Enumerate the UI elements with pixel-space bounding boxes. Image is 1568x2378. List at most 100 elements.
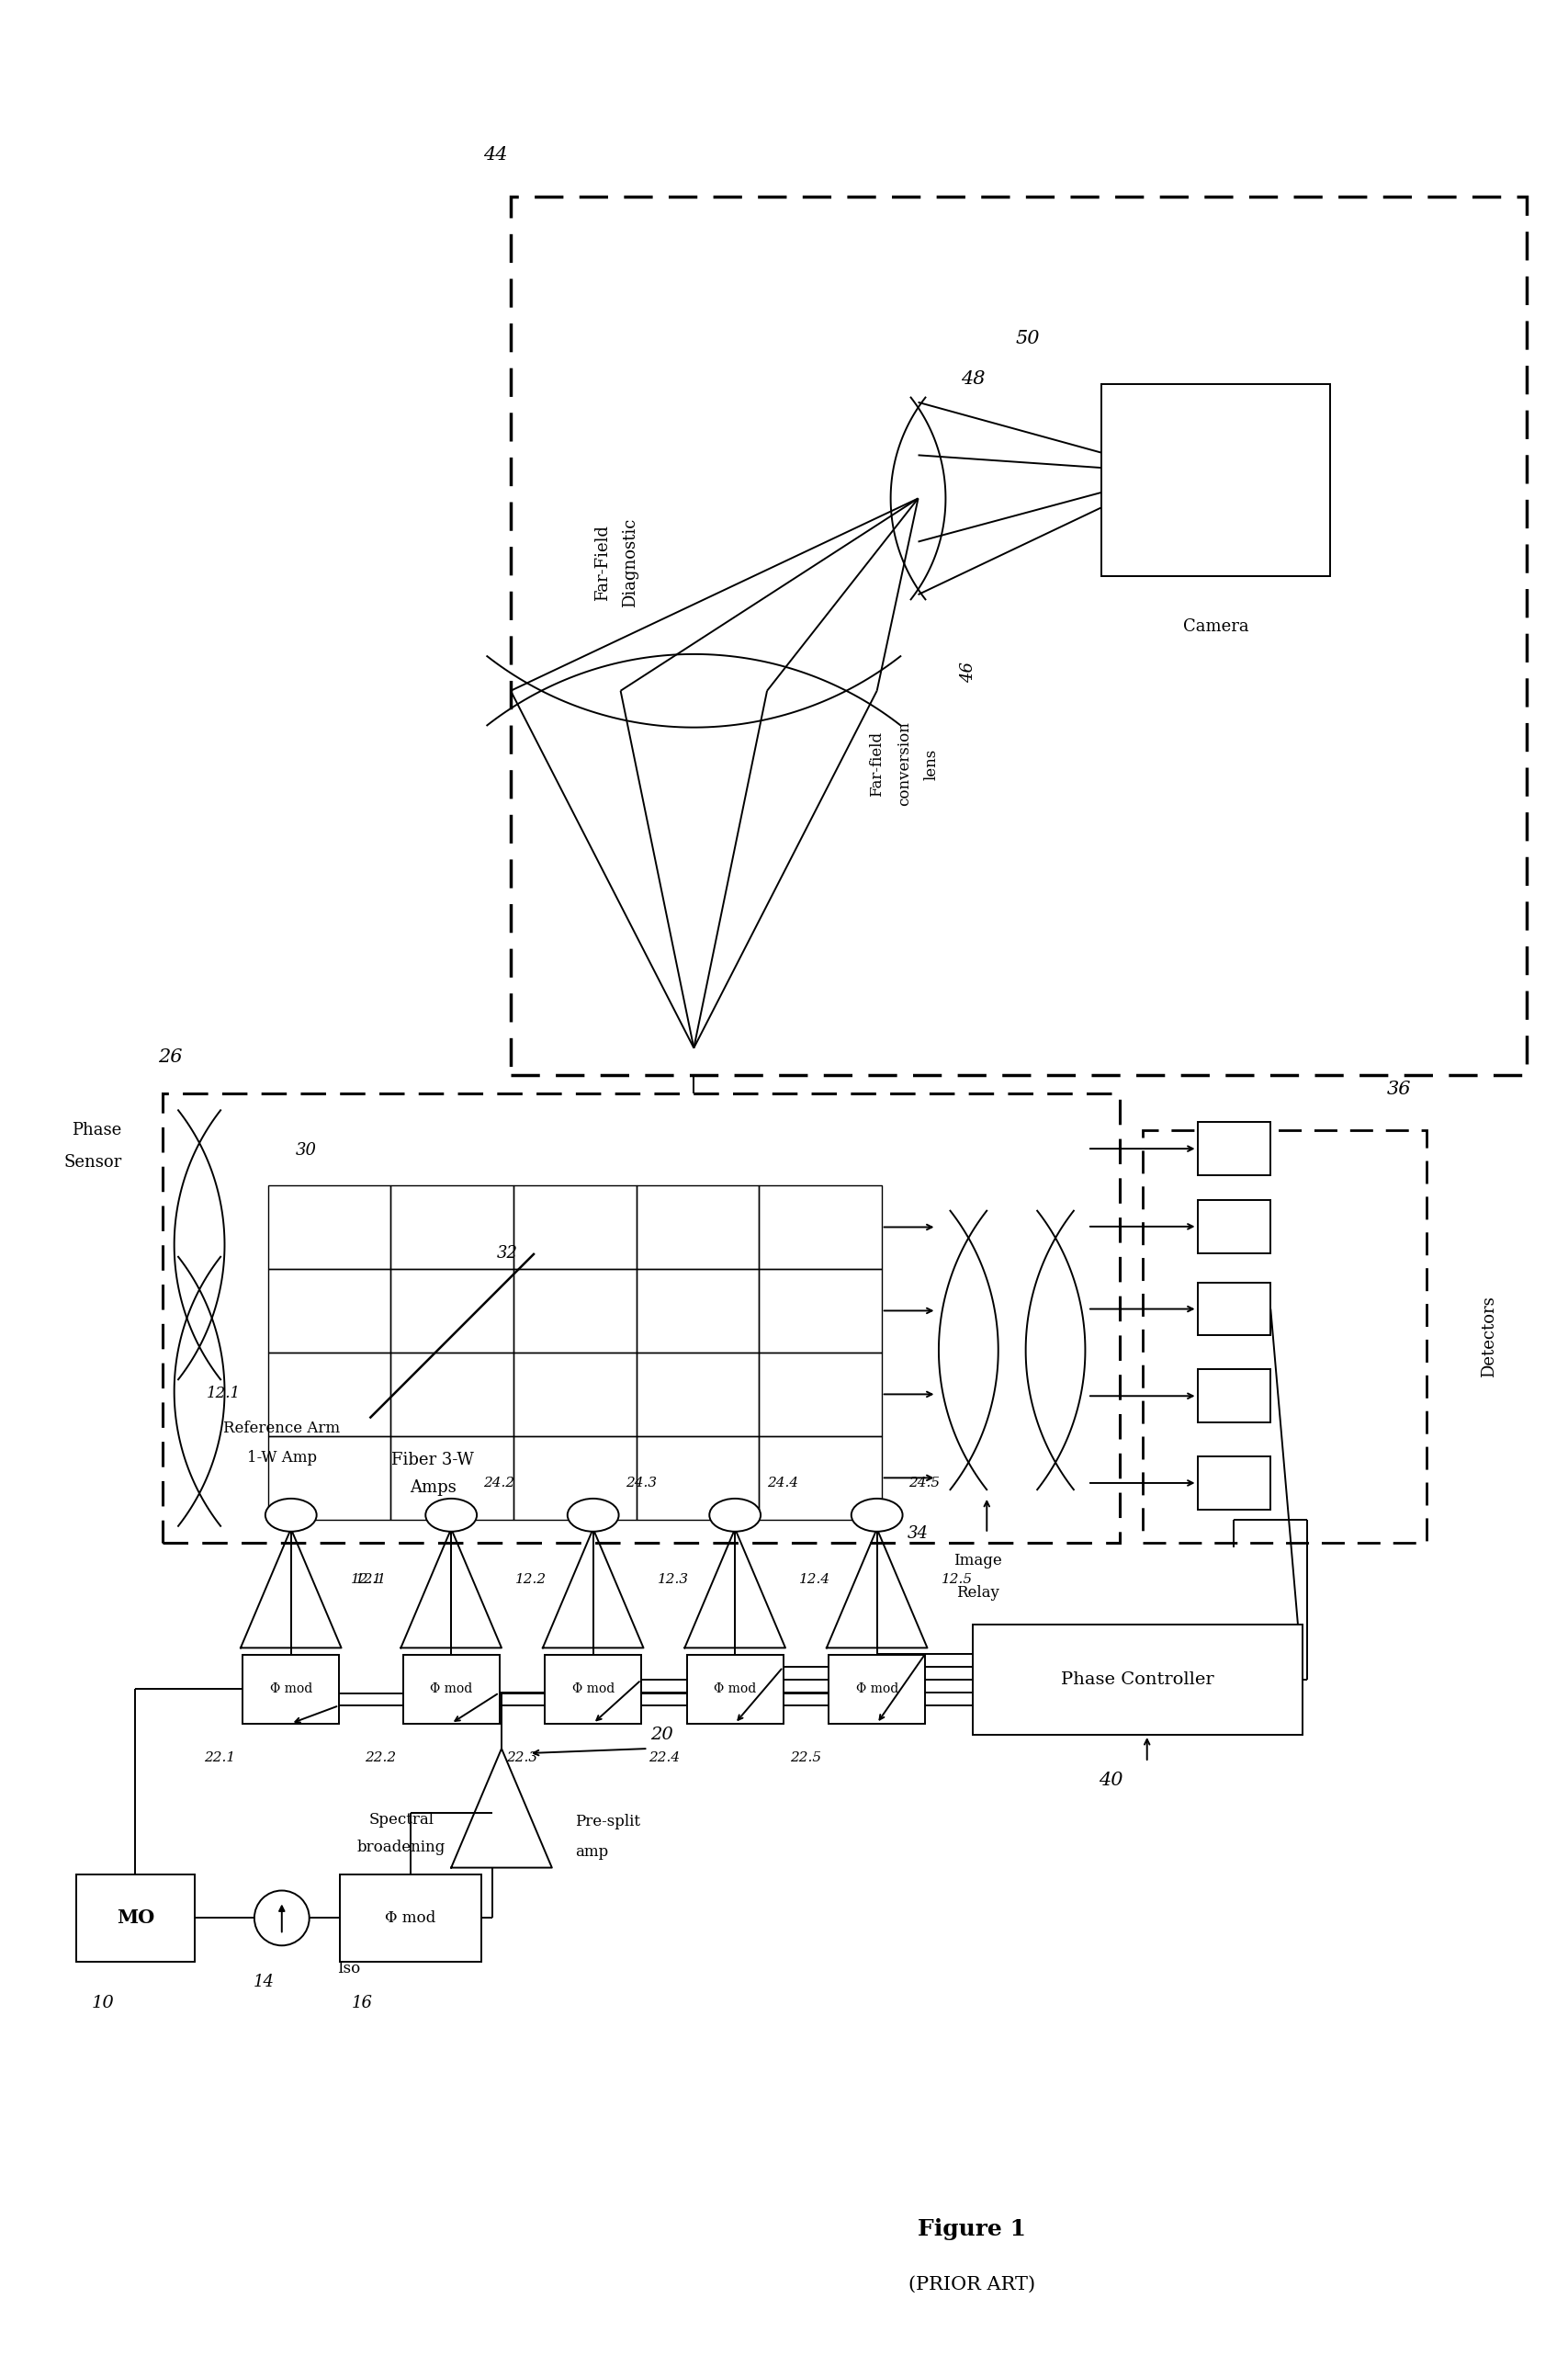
Text: 12.4: 12.4 <box>798 1572 829 1586</box>
Text: lens: lens <box>924 749 939 780</box>
Ellipse shape <box>568 1498 618 1531</box>
Bar <box>759 1184 881 1270</box>
Bar <box>75 1874 194 1962</box>
Text: 1-W Amp: 1-W Amp <box>246 1451 317 1465</box>
Bar <box>268 1436 390 1520</box>
Bar <box>390 1436 513 1520</box>
Bar <box>635 1436 759 1520</box>
Bar <box>1196 1282 1270 1336</box>
Text: 44: 44 <box>483 147 508 164</box>
Text: MO: MO <box>116 1910 154 1926</box>
Bar <box>635 1184 759 1270</box>
Bar <box>243 1655 339 1724</box>
Text: 50: 50 <box>1014 331 1040 347</box>
Text: 24.2: 24.2 <box>483 1477 514 1489</box>
Text: Φ mod: Φ mod <box>855 1684 897 1696</box>
Text: 12.1: 12.1 <box>350 1572 381 1586</box>
Text: Phase Controller: Phase Controller <box>1060 1672 1214 1688</box>
Text: Φ mod: Φ mod <box>430 1684 472 1696</box>
Bar <box>544 1655 641 1724</box>
Text: Far-Field: Far-Field <box>594 526 610 602</box>
Text: 26: 26 <box>158 1049 182 1065</box>
Bar <box>390 1353 513 1436</box>
Text: 22.4: 22.4 <box>648 1753 679 1764</box>
Bar <box>1196 1455 1270 1510</box>
Bar <box>635 1353 759 1436</box>
Text: 22.2: 22.2 <box>364 1753 395 1764</box>
Text: Amps: Amps <box>409 1479 456 1496</box>
Text: amp: amp <box>574 1845 608 1860</box>
Text: 34: 34 <box>906 1524 928 1541</box>
Bar <box>513 1184 635 1270</box>
Bar <box>1142 1130 1425 1543</box>
Text: 22.5: 22.5 <box>790 1753 822 1764</box>
Text: 12.2: 12.2 <box>514 1572 546 1586</box>
Bar <box>759 1270 881 1353</box>
Text: 24.4: 24.4 <box>767 1477 798 1489</box>
Text: Iso: Iso <box>337 1959 359 1976</box>
Text: Camera: Camera <box>1182 618 1248 635</box>
Text: Φ mod: Φ mod <box>571 1684 615 1696</box>
Text: Detectors: Detectors <box>1480 1296 1497 1377</box>
Text: Relay: Relay <box>955 1586 999 1600</box>
Text: Φ mod: Φ mod <box>384 1910 436 1926</box>
Ellipse shape <box>265 1498 317 1531</box>
Bar <box>513 1353 635 1436</box>
Text: Diagnostic: Diagnostic <box>621 518 638 606</box>
Text: Reference Arm: Reference Arm <box>223 1420 340 1436</box>
Text: Φ mod: Φ mod <box>270 1684 312 1696</box>
Text: 40: 40 <box>1098 1772 1123 1788</box>
Bar <box>635 1270 759 1353</box>
Text: Far-field: Far-field <box>869 732 884 797</box>
Bar <box>390 1270 513 1353</box>
Bar <box>1196 1370 1270 1422</box>
Bar <box>759 1353 881 1436</box>
Bar <box>1196 1122 1270 1175</box>
Bar <box>828 1655 925 1724</box>
Text: 12.3: 12.3 <box>657 1572 688 1586</box>
Text: 14: 14 <box>252 1974 274 1990</box>
Text: 24.3: 24.3 <box>624 1477 655 1489</box>
Bar <box>1196 1201 1270 1253</box>
Text: 12.1: 12.1 <box>354 1572 386 1586</box>
Bar <box>511 197 1526 1075</box>
Text: Figure 1: Figure 1 <box>917 2219 1025 2240</box>
Text: 16: 16 <box>351 1995 373 2012</box>
Text: 32: 32 <box>495 1246 517 1263</box>
Text: Fiber 3-W: Fiber 3-W <box>392 1453 474 1467</box>
Text: 48: 48 <box>960 371 985 388</box>
Text: 22.3: 22.3 <box>506 1753 538 1764</box>
Ellipse shape <box>709 1498 760 1531</box>
Bar <box>403 1655 499 1724</box>
Bar <box>268 1184 390 1270</box>
Text: Spectral: Spectral <box>368 1812 434 1826</box>
Text: Pre-split: Pre-split <box>574 1814 640 1829</box>
Text: 12.5: 12.5 <box>941 1572 972 1586</box>
Text: 24.5: 24.5 <box>908 1477 939 1489</box>
Bar <box>339 1874 481 1962</box>
Ellipse shape <box>425 1498 477 1531</box>
Bar <box>513 1436 635 1520</box>
Bar <box>1101 383 1330 575</box>
Bar <box>513 1270 635 1353</box>
Bar <box>268 1353 390 1436</box>
Text: 46: 46 <box>960 661 977 682</box>
Text: conversion: conversion <box>895 723 911 806</box>
Bar <box>972 1624 1301 1736</box>
Text: Sensor: Sensor <box>63 1153 121 1170</box>
Bar <box>687 1655 782 1724</box>
Text: Phase: Phase <box>72 1122 121 1139</box>
Text: 22.1: 22.1 <box>204 1753 235 1764</box>
Bar <box>268 1270 390 1353</box>
Text: Φ mod: Φ mod <box>713 1684 756 1696</box>
Text: 12.1: 12.1 <box>207 1386 240 1401</box>
Text: Image: Image <box>953 1553 1002 1569</box>
Bar <box>759 1436 881 1520</box>
Bar <box>390 1184 513 1270</box>
Text: 30: 30 <box>295 1141 317 1158</box>
Text: broadening: broadening <box>358 1838 445 1855</box>
Text: 10: 10 <box>93 1995 114 2012</box>
Ellipse shape <box>851 1498 902 1531</box>
Text: 20: 20 <box>651 1726 673 1743</box>
Bar <box>163 1094 1120 1543</box>
